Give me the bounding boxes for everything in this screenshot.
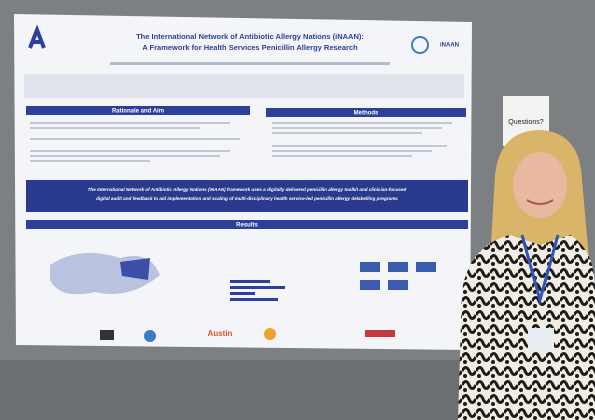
body-text (30, 122, 452, 162)
sign-text: Questions? (508, 119, 544, 126)
lanyard (520, 234, 560, 306)
inaan-logo: iNAAN (440, 43, 459, 49)
partner-logo (264, 328, 276, 340)
name-badge (528, 328, 554, 350)
logo-mark (28, 24, 46, 49)
sponsor-logo: Austin (208, 329, 233, 338)
section-bar (26, 220, 468, 229)
map-highlight (120, 258, 150, 280)
section-title: Methods (354, 111, 379, 117)
banner-text: The International Network of Antibiotic … (88, 187, 407, 192)
abstract (24, 74, 464, 98)
poster-title: The International Network of Antibiotic … (136, 32, 364, 41)
section-title: Results (236, 223, 258, 229)
banner-text: digital audit and feedback to aid implem… (96, 196, 398, 201)
shirt (458, 235, 595, 420)
flow-graphic (360, 262, 436, 290)
inaan-icon (411, 36, 429, 54)
poster: The International Network of Antibiotic … (14, 14, 472, 350)
section-title: Rationale and Aim (112, 109, 164, 115)
section-bar (26, 106, 250, 115)
authors (110, 62, 390, 65)
poster-title: A Framework for Health Services Penicill… (142, 43, 358, 52)
person (458, 130, 595, 420)
qr-code (100, 330, 114, 340)
partner-logo (144, 330, 156, 342)
smile (526, 199, 554, 205)
face (513, 152, 567, 218)
banner (26, 180, 468, 212)
bar-graphic (230, 280, 285, 301)
section-bar (266, 108, 466, 117)
partner-logo (365, 330, 395, 337)
